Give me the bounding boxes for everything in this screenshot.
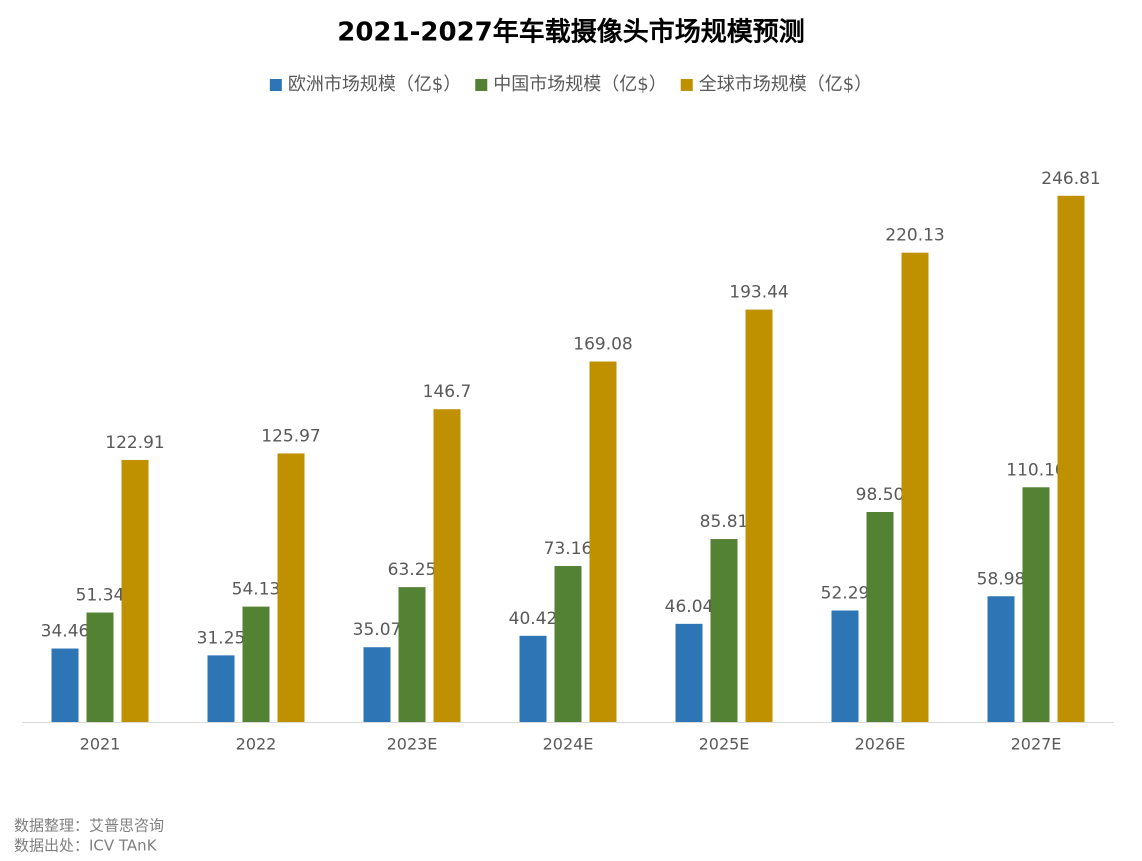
data-label: 73.16 [544, 539, 593, 559]
bar [86, 612, 114, 722]
bar [519, 635, 547, 722]
data-label: 34.46 [41, 622, 90, 642]
bar [207, 655, 235, 722]
bar [987, 596, 1015, 722]
legend-swatch [269, 79, 282, 91]
data-label: 52.29 [821, 584, 870, 604]
x-tick-label: 2023E [387, 735, 438, 754]
bar [831, 610, 859, 722]
data-label: 146.7 [423, 382, 472, 402]
bar [1022, 487, 1050, 722]
bar [1057, 195, 1085, 722]
data-label: 110.10 [1006, 460, 1065, 480]
source-note: 数据整理：艾普思咨询 [14, 817, 164, 835]
x-tick-label: 2026E [855, 735, 906, 754]
x-tick-label: 2022 [236, 735, 277, 754]
data-label: 246.81 [1041, 169, 1100, 189]
data-label: 51.34 [76, 586, 125, 606]
legend: 欧洲市场规模（亿$） 中国市场规模（亿$） 全球市场规模（亿$） [269, 74, 872, 95]
data-label: 58.98 [977, 569, 1026, 589]
legend-swatch [475, 79, 488, 91]
bar [901, 252, 929, 722]
data-label: 54.13 [232, 580, 281, 600]
legend-label: 全球市场规模（亿$） [699, 74, 872, 95]
legend-swatch [680, 79, 693, 91]
x-tick-label: 2024E [543, 735, 594, 754]
legend-label: 欧洲市场规模（亿$） [288, 74, 461, 95]
bar [554, 566, 582, 722]
bar [745, 309, 773, 722]
bar [363, 647, 391, 722]
bar [866, 511, 894, 722]
source-note: 数据出处：ICV TAnK [14, 837, 158, 855]
bar [121, 459, 149, 722]
data-label: 193.44 [729, 283, 788, 303]
bar [675, 623, 703, 722]
data-label: 85.81 [700, 512, 749, 532]
bar [242, 606, 270, 722]
bar [277, 453, 305, 722]
legend-label: 中国市场规模（亿$） [493, 74, 666, 95]
data-label: 35.07 [353, 620, 402, 640]
bar [398, 587, 426, 722]
x-tick-label: 2021 [80, 735, 121, 754]
x-tick-label: 2027E [1011, 735, 1062, 754]
data-label: 63.25 [388, 560, 437, 580]
data-label: 125.97 [261, 426, 320, 446]
chart-title: 2021-2027年车载摄像头市场规模预测 [337, 17, 805, 48]
data-label: 46.04 [665, 597, 714, 617]
data-label: 122.91 [105, 433, 164, 453]
data-label: 40.42 [509, 609, 558, 629]
bar [51, 648, 79, 722]
bar [589, 361, 617, 722]
data-label: 220.13 [885, 226, 944, 246]
data-label: 169.08 [573, 335, 632, 355]
bar [710, 539, 738, 722]
data-label: 98.50 [856, 485, 905, 505]
bar [433, 409, 461, 722]
x-tick-label: 2025E [699, 735, 750, 754]
data-label: 31.25 [197, 628, 246, 648]
